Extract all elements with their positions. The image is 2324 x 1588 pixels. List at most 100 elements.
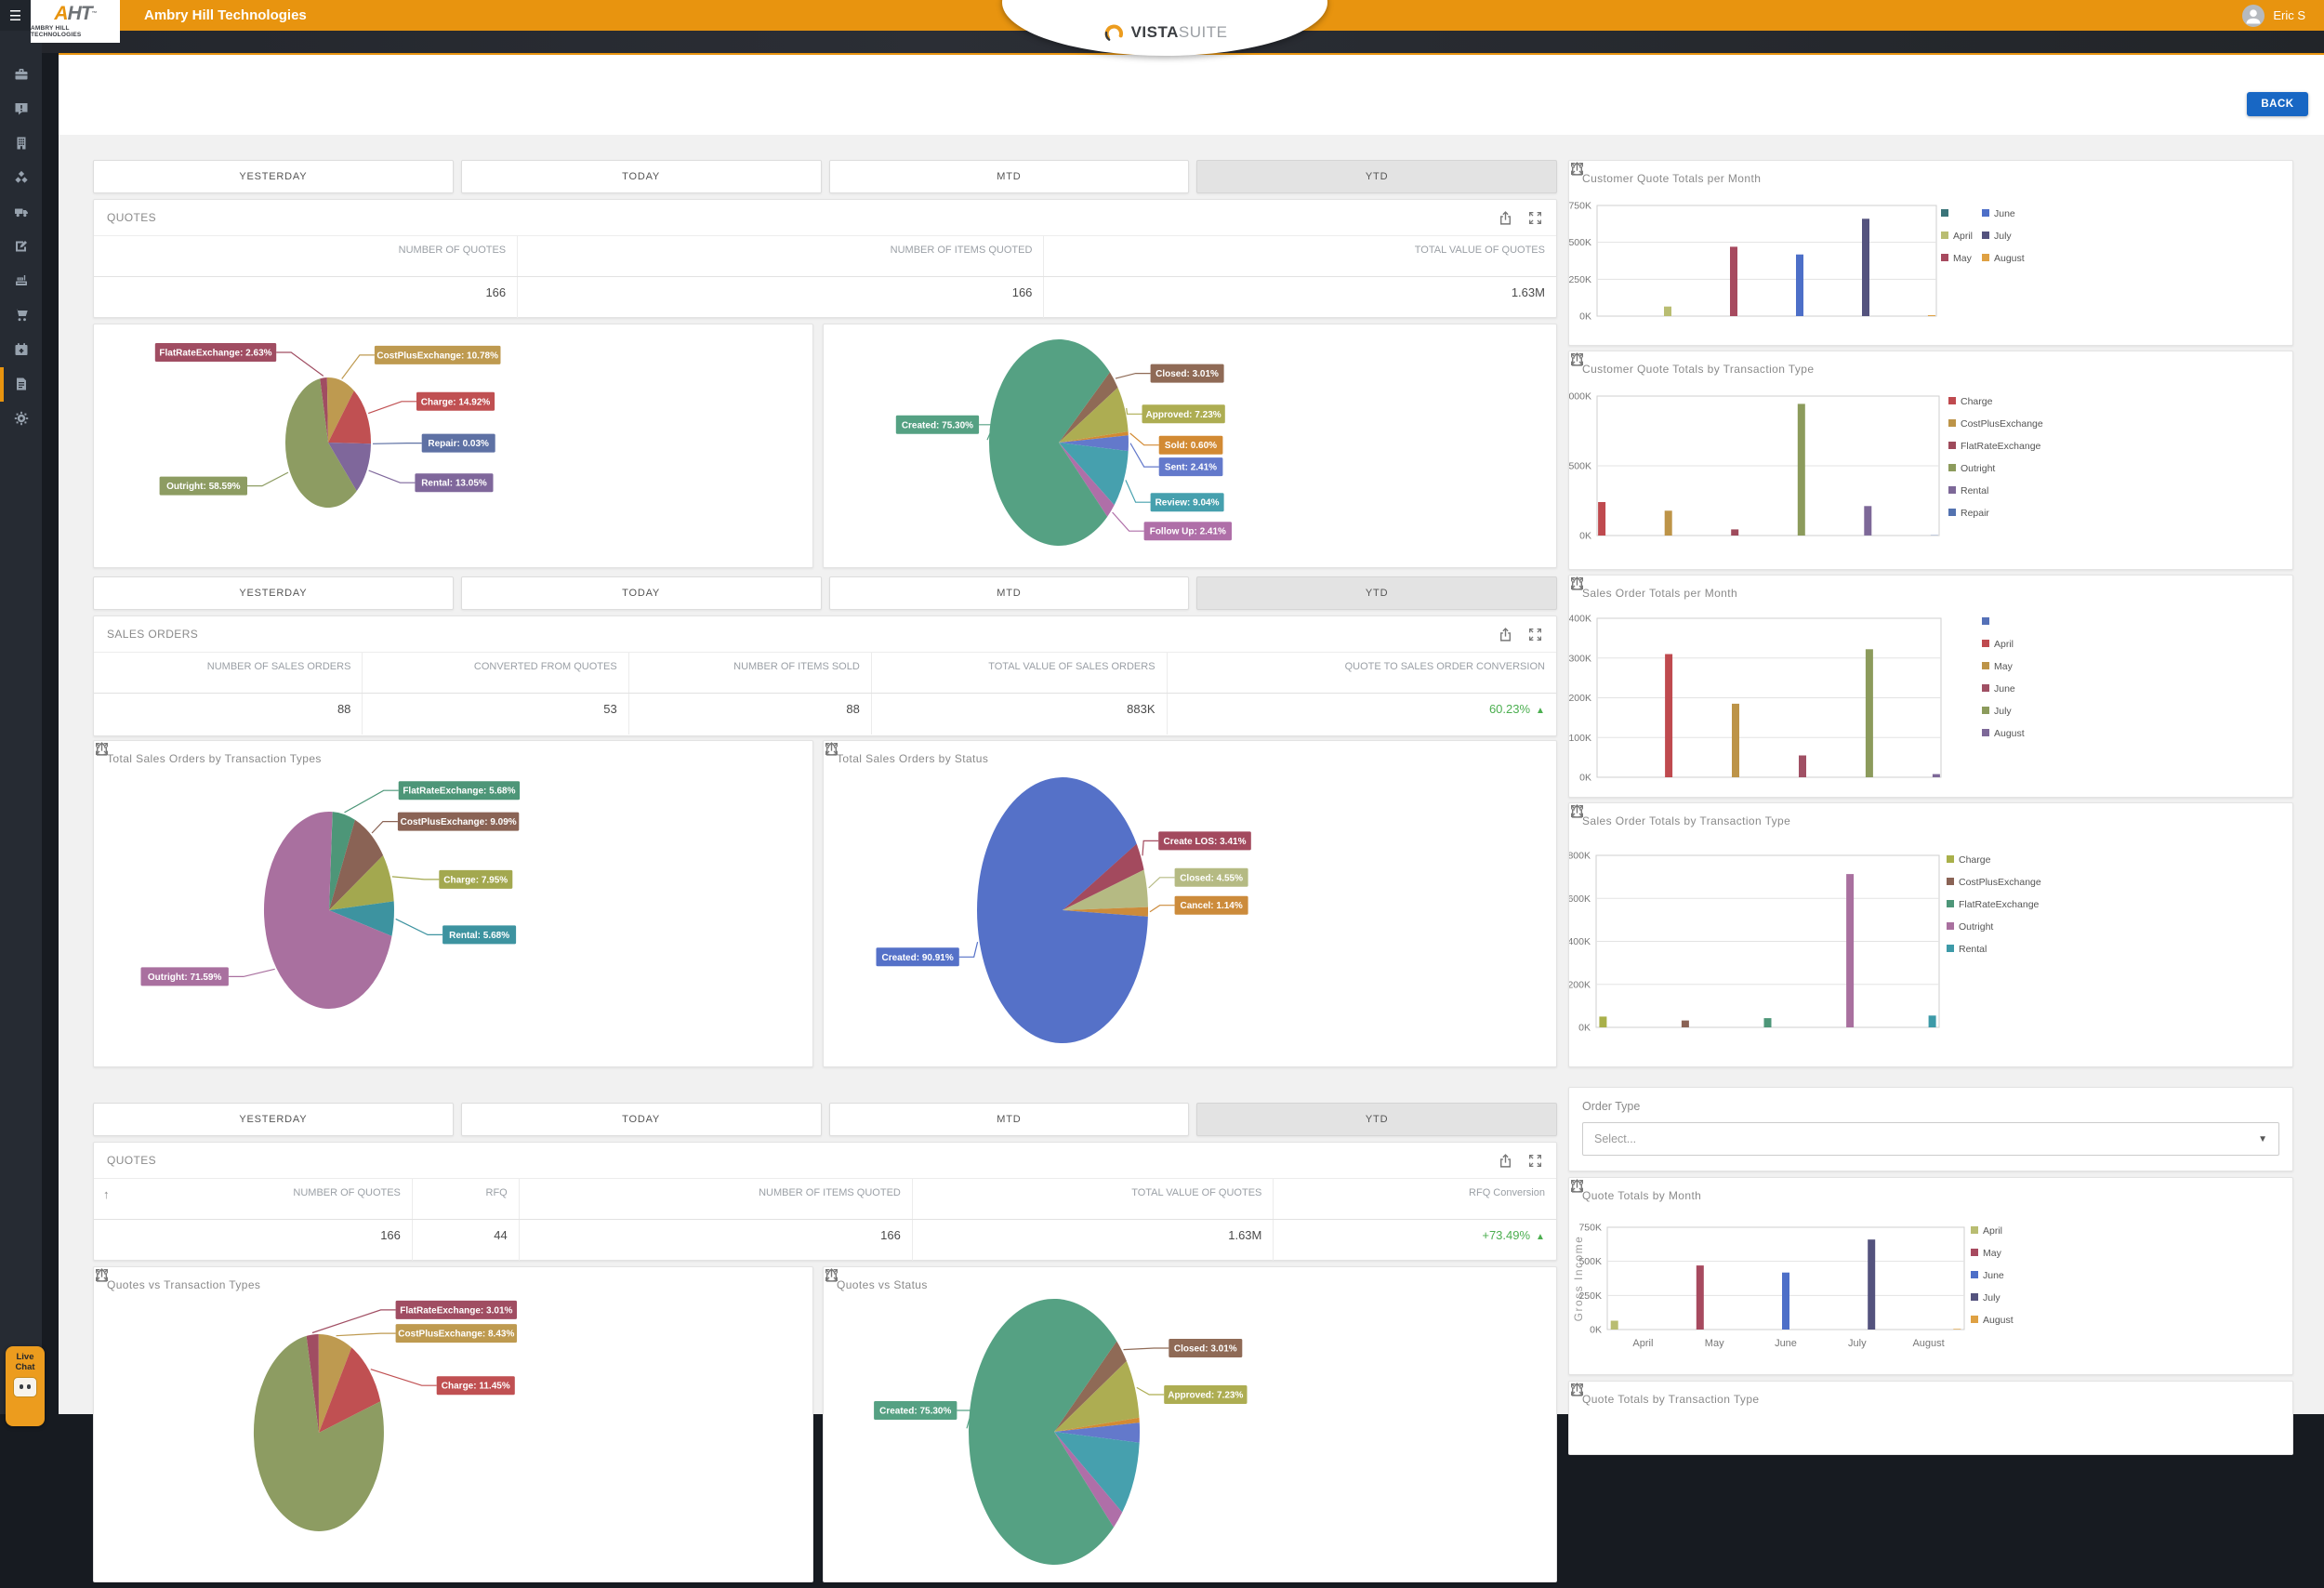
legend-swatch-august	[1982, 729, 1989, 736]
svg-text:800K: 800K	[1569, 851, 1591, 862]
expand-button[interactable]	[2264, 1392, 2279, 1408]
tab-mtd[interactable]: MTD	[829, 1103, 1190, 1136]
svg-text:August: August	[1983, 1315, 2014, 1326]
export-button[interactable]	[2234, 586, 2250, 602]
bar-outright	[1846, 874, 1854, 1027]
svg-text:500K: 500K	[1569, 237, 1591, 248]
aht-logo-caption: AMBRY HILL TECHNOLOGIES	[31, 25, 120, 38]
card-header: Quote Totals by Month	[1569, 1178, 2292, 1213]
expand-button[interactable]	[2264, 362, 2279, 377]
export-button[interactable]	[2234, 171, 2250, 187]
export-button[interactable]	[1498, 1153, 1513, 1169]
tab-yesterday[interactable]: YESTERDAY	[93, 1103, 454, 1136]
card-title: Customer Quote Totals by Transaction Typ…	[1582, 363, 1814, 376]
expand-button[interactable]	[2264, 586, 2279, 602]
tab-mtd[interactable]: MTD	[829, 160, 1190, 193]
legend-swatch-august	[1971, 1316, 1978, 1323]
user-menu[interactable]: Eric S	[2242, 0, 2305, 31]
menu-button[interactable]: ☰	[0, 0, 31, 31]
sidebar-item-document[interactable]	[0, 377, 42, 392]
export-button[interactable]	[2234, 814, 2250, 829]
cell-total-value-of-quotes: 1.63M	[913, 1220, 1274, 1261]
bar-charge	[1598, 502, 1605, 536]
order-type-card: Order Type Select... ▼	[1568, 1087, 2293, 1171]
export-button[interactable]	[2234, 1188, 2250, 1204]
bar-july	[1866, 649, 1873, 777]
expand-button[interactable]	[2264, 814, 2279, 829]
svg-text:Outright: Outright	[1959, 921, 1993, 933]
expand-button[interactable]	[1527, 210, 1543, 226]
conversion-value: +73.49%	[1482, 1228, 1530, 1242]
tab-today[interactable]: TODAY	[461, 576, 822, 610]
aht-logo[interactable]: AHT™ AMBRY HILL TECHNOLOGIES	[31, 0, 120, 43]
tab-yesterday[interactable]: YESTERDAY	[93, 576, 454, 610]
export-button[interactable]	[1498, 1277, 1513, 1293]
tab-today[interactable]: TODAY	[461, 160, 822, 193]
sidebar-item-calendar-plus[interactable]	[0, 342, 42, 358]
export-button[interactable]	[1498, 627, 1513, 642]
export-button[interactable]	[1498, 751, 1513, 767]
svg-text:Charge: 11.45%: Charge: 11.45%	[442, 1382, 510, 1392]
svg-text:April: April	[1983, 1225, 2002, 1237]
tab-ytd[interactable]: YTD	[1196, 576, 1557, 610]
legend-swatch-charge	[1948, 397, 1956, 404]
cell-number-of-sales-orders: 88	[94, 694, 363, 734]
svg-text:750K: 750K	[1578, 1223, 1602, 1234]
order-type-select[interactable]: Select... ▼	[1582, 1122, 2279, 1156]
svg-text:Charge: Charge	[1959, 854, 1991, 866]
legend-swatch-blank	[1982, 617, 1989, 625]
svg-text:FlatRateExchange: 5.68%: FlatRateExchange: 5.68%	[403, 787, 515, 797]
cell-converted-from-quotes: 53	[363, 694, 628, 734]
svg-text:Follow Up: 2.41%: Follow Up: 2.41%	[1150, 527, 1226, 537]
export-button[interactable]	[2234, 362, 2250, 377]
tab-yesterday[interactable]: YESTERDAY	[93, 160, 454, 193]
col-header-converted-from-quotes: CONVERTED FROM QUOTES	[363, 653, 628, 693]
sidebar-item-building[interactable]	[0, 136, 42, 152]
expand-button[interactable]	[2264, 1188, 2279, 1204]
expand-button[interactable]	[2264, 171, 2279, 187]
sidebar-item-message-alert[interactable]	[0, 101, 42, 117]
sidebar-item-shopping-cart[interactable]	[0, 308, 42, 324]
expand-button[interactable]	[1527, 627, 1543, 642]
sidebar-item-edit-note[interactable]	[0, 239, 42, 255]
avatar	[2242, 5, 2265, 27]
tab-ytd[interactable]: YTD	[1196, 160, 1557, 193]
svg-text:Sold: 0.60%: Sold: 0.60%	[1165, 441, 1217, 451]
col-header-total-value-of-quotes: TOTAL VALUE OF QUOTES	[913, 1179, 1274, 1219]
expand-button[interactable]	[784, 1277, 799, 1293]
tab-today[interactable]: TODAY	[461, 1103, 822, 1136]
legend-swatch-outright	[1948, 464, 1956, 471]
tab-ytd[interactable]: YTD	[1196, 1103, 1557, 1136]
sidebar-item-cash-register[interactable]	[0, 273, 42, 289]
expand-icon	[1527, 1153, 1543, 1169]
export-button[interactable]	[2234, 1392, 2250, 1408]
svg-text:July: July	[1994, 231, 2012, 242]
sort-ascending-icon[interactable]: ↑	[103, 1187, 110, 1201]
export-button[interactable]	[1498, 210, 1513, 226]
svg-text:August: August	[1994, 253, 2025, 264]
expand-button[interactable]	[1527, 751, 1543, 767]
expand-button[interactable]	[1527, 1277, 1543, 1293]
export-button[interactable]	[754, 751, 770, 767]
customer-quote-type-chart-card: Customer Quote Totals by Transaction Typ…	[1568, 351, 2293, 570]
sidebar-item-cubes[interactable]	[0, 170, 42, 186]
tab-mtd[interactable]: MTD	[829, 576, 1190, 610]
sidebar-item-settings[interactable]	[0, 411, 42, 427]
expand-button[interactable]	[1527, 1153, 1543, 1169]
back-button[interactable]: BACK	[2247, 92, 2308, 116]
legend-swatch-blank	[1941, 209, 1948, 217]
cell-number-of-quotes: 166	[94, 277, 518, 318]
expand-button[interactable]	[784, 751, 799, 767]
sidebar-item-truck[interactable]	[0, 205, 42, 220]
svg-text:0K: 0K	[1579, 773, 1591, 784]
export-button[interactable]	[754, 1277, 770, 1293]
sidebar-item-toolbox[interactable]	[0, 67, 42, 83]
